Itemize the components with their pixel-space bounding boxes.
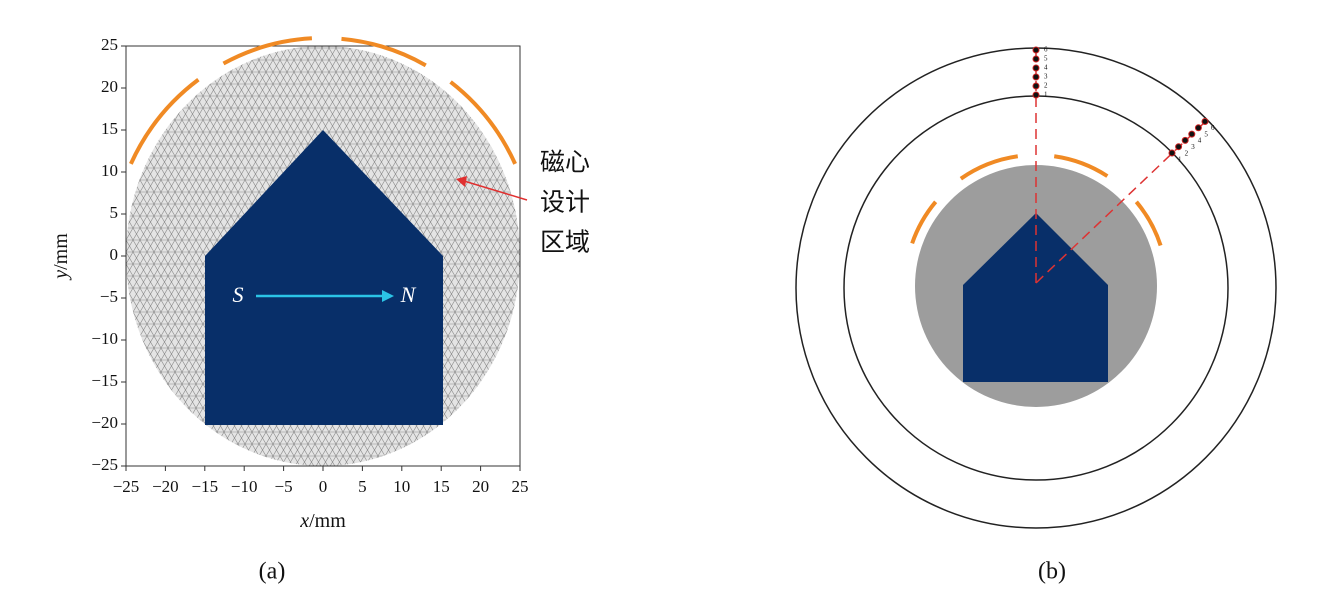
probe-point [1188, 130, 1196, 138]
probe-label: 5 [1044, 55, 1048, 63]
probe-label: 4 [1044, 64, 1048, 72]
coil-arc [341, 36, 427, 68]
probe-label: 6 [1211, 124, 1215, 132]
x-tick-label: −15 [192, 477, 219, 496]
pole-n: N [400, 282, 417, 307]
probe-label: 2 [1044, 82, 1048, 90]
x-tick-label: −10 [231, 477, 258, 496]
y-tick-label: 25 [101, 35, 118, 54]
coil-arc [959, 154, 1019, 181]
probe-point [1181, 136, 1189, 144]
probe-point [1168, 149, 1176, 157]
x-tick-label: 15 [433, 477, 450, 496]
annotation: 区域 [540, 229, 590, 257]
probe-label: 2 [1185, 149, 1189, 157]
caption: (a) [259, 559, 286, 585]
x-tick-label: 10 [393, 477, 410, 496]
x-tick-label: 0 [319, 477, 328, 496]
panel-a: S N x/mm y/mm (a) −25 −20 −15 −10 −5 0 5 10 15 20… [50, 35, 590, 585]
coil-arc [222, 36, 313, 66]
y-tick-label: 0 [110, 245, 119, 264]
x-tick-label: −5 [275, 477, 293, 496]
arrow-head [382, 290, 394, 302]
x-tick-label: 20 [472, 477, 489, 496]
probe-point [1032, 55, 1040, 63]
y-tick-label: 10 [101, 161, 118, 180]
probe-point [1194, 124, 1202, 132]
y-axis-label: y/mm [50, 233, 72, 281]
magnet [963, 213, 1108, 382]
probe-point [1032, 73, 1040, 81]
coil-arc [910, 200, 938, 245]
annotation-arrow-head [456, 176, 467, 187]
probe-point [1032, 64, 1040, 72]
pole-s: S [233, 282, 244, 307]
y-axis-unit: /mm [50, 233, 72, 270]
probe-label: 3 [1044, 73, 1048, 81]
probe-label: 6 [1044, 46, 1048, 54]
x-axis-var: x [299, 510, 309, 532]
coil-arc [1134, 200, 1163, 247]
x-axis-label: x/mm [299, 510, 346, 532]
probe-label: 5 [1204, 130, 1208, 138]
x-tick-label: 25 [512, 477, 529, 496]
probe-point [1032, 91, 1040, 99]
probe-point [1032, 82, 1040, 90]
probe-label: 1 [1178, 156, 1182, 164]
x-tick-label: −25 [113, 477, 140, 496]
y-tick-label: −15 [91, 371, 118, 390]
y-tick-label: −10 [91, 329, 118, 348]
coil-arc [129, 78, 200, 165]
y-tick-label: 20 [101, 77, 118, 96]
probe-label: 4 [1198, 137, 1202, 145]
magnet [205, 130, 443, 425]
x-tick-label: −20 [152, 477, 179, 496]
coil-arc [449, 80, 517, 165]
probe-point [1201, 118, 1209, 125]
y-tick-label: −25 [91, 455, 118, 474]
y-tick-label: −20 [91, 413, 118, 432]
coil-arc [1053, 154, 1109, 178]
annotation-arrow [463, 180, 528, 201]
probe-label: 3 [1191, 143, 1195, 151]
y-axis-var: y [50, 270, 72, 281]
probe-label: 1 [1044, 91, 1048, 99]
caption: (b) [1038, 559, 1066, 585]
x-tick-label: 5 [358, 477, 367, 496]
probe-point [1175, 143, 1183, 151]
annotation: 磁心 [540, 149, 590, 177]
annotation: 设计 [540, 189, 590, 217]
x-axis-unit: /mm [309, 510, 346, 532]
y-tick-label: −5 [100, 287, 118, 306]
y-tick-label: 5 [110, 203, 119, 222]
y-tick-label: 15 [101, 119, 118, 138]
probe-point [1032, 46, 1040, 54]
